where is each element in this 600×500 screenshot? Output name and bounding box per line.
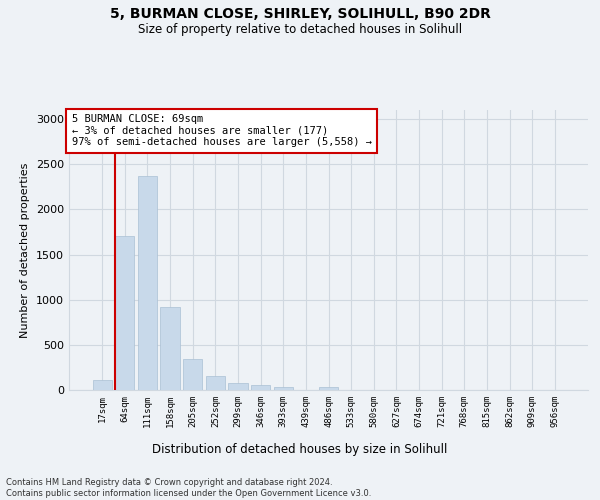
Bar	[206, 376, 225, 390]
Text: 5, BURMAN CLOSE, SHIRLEY, SOLIHULL, B90 2DR: 5, BURMAN CLOSE, SHIRLEY, SOLIHULL, B90 …	[110, 8, 490, 22]
Text: Contains HM Land Registry data © Crown copyright and database right 2024.
Contai: Contains HM Land Registry data © Crown c…	[6, 478, 371, 498]
Bar	[319, 388, 338, 390]
Text: Distribution of detached houses by size in Solihull: Distribution of detached houses by size …	[152, 442, 448, 456]
Bar	[160, 307, 180, 390]
Bar	[229, 383, 248, 390]
Bar	[138, 176, 157, 390]
Bar	[115, 236, 134, 390]
Bar	[183, 360, 202, 390]
Text: Size of property relative to detached houses in Solihull: Size of property relative to detached ho…	[138, 22, 462, 36]
Y-axis label: Number of detached properties: Number of detached properties	[20, 162, 31, 338]
Bar	[251, 386, 270, 390]
Text: 5 BURMAN CLOSE: 69sqm
← 3% of detached houses are smaller (177)
97% of semi-deta: 5 BURMAN CLOSE: 69sqm ← 3% of detached h…	[71, 114, 371, 148]
Bar	[274, 388, 293, 390]
Bar	[92, 380, 112, 390]
